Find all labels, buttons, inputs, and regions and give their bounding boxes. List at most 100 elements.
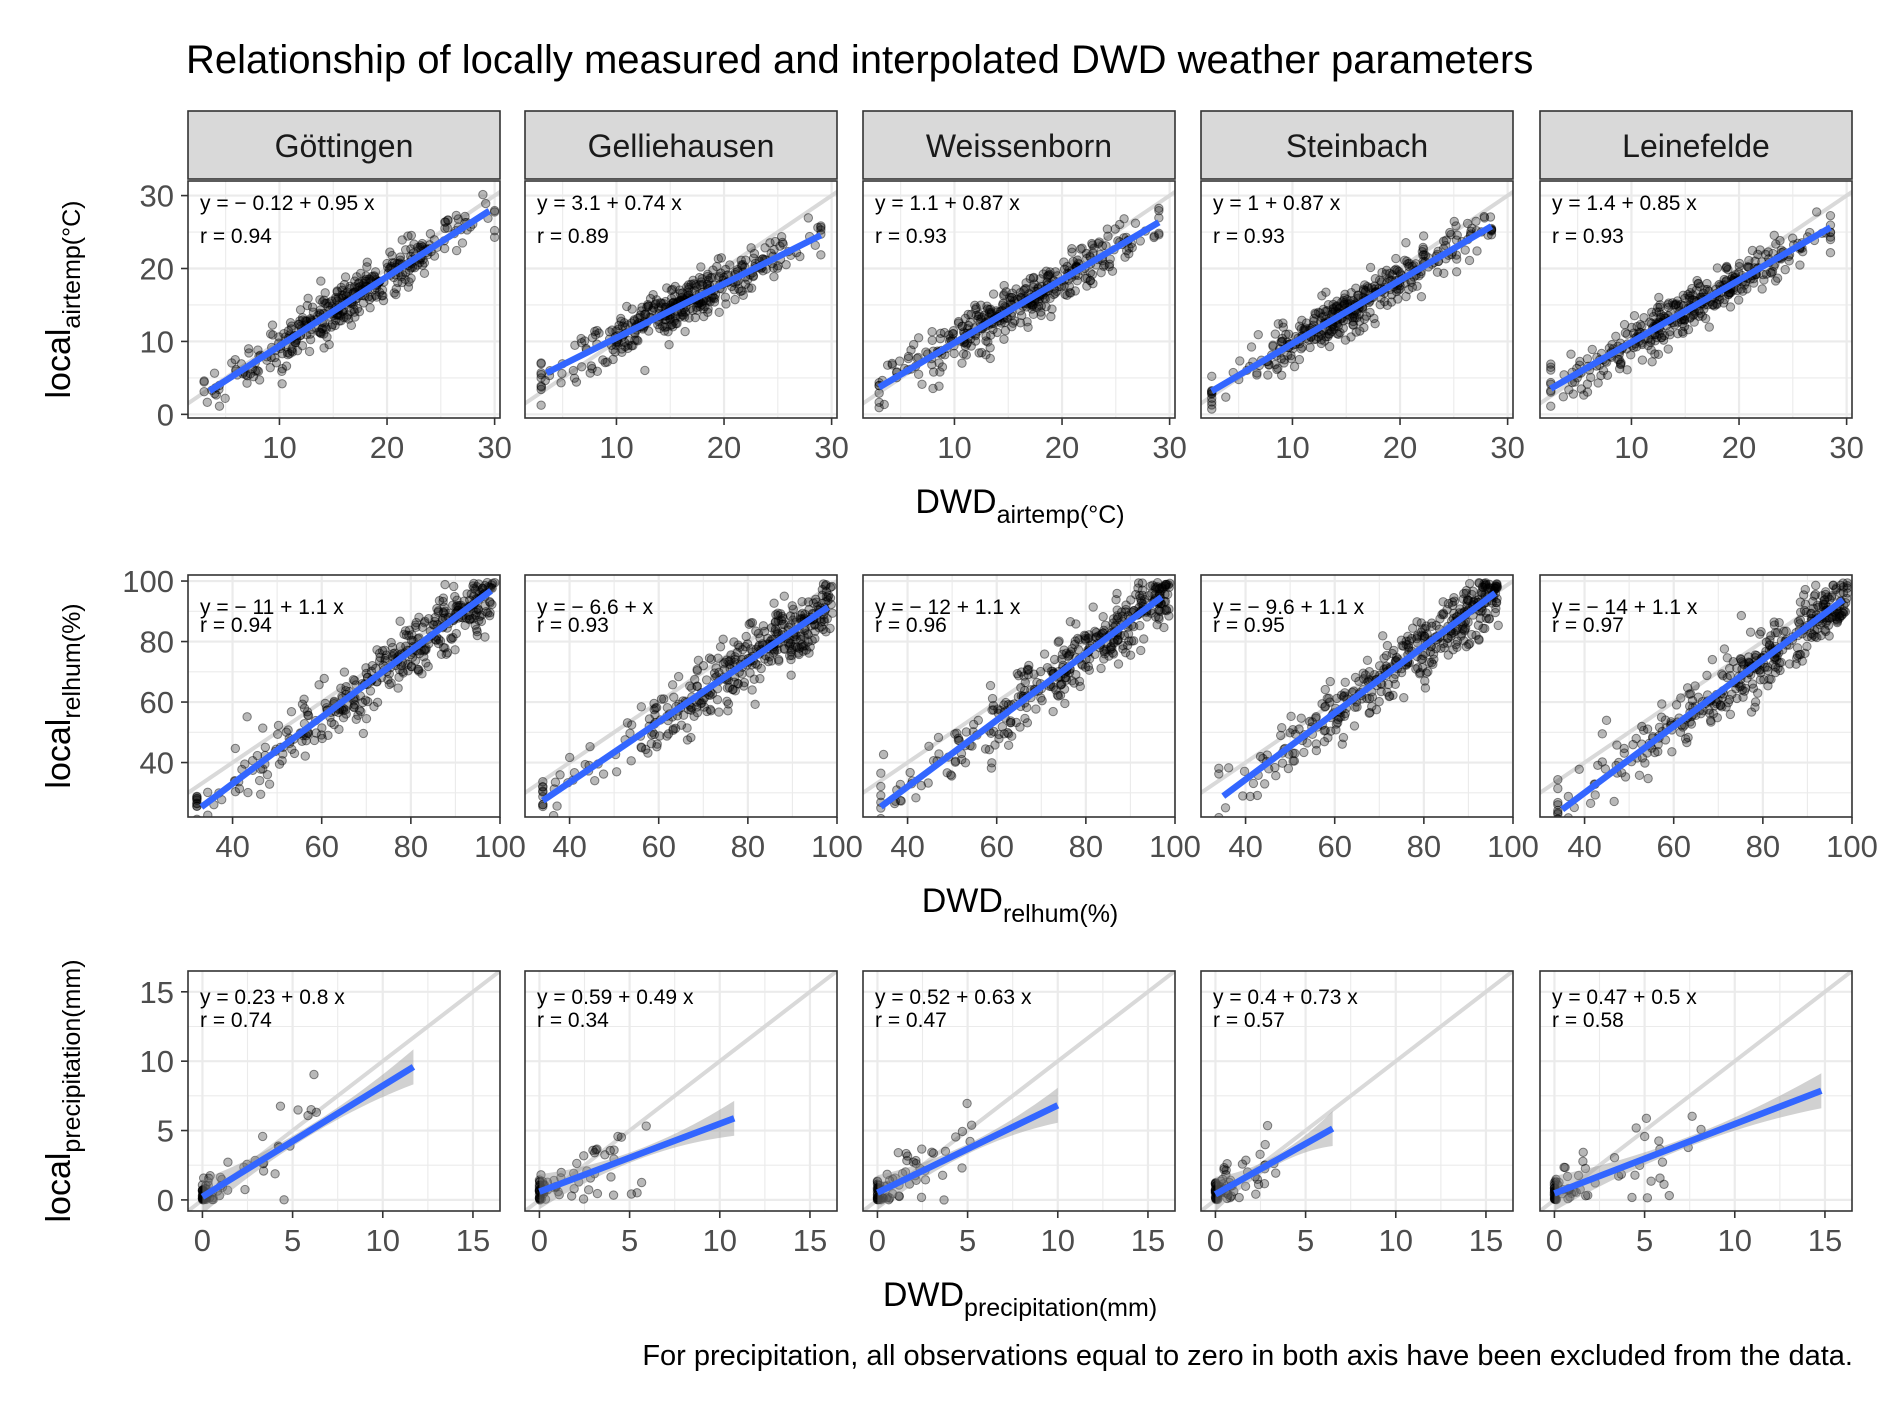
scatter-point — [1609, 1152, 1620, 1163]
scatter-point — [1619, 748, 1629, 758]
scatter-point — [362, 257, 372, 267]
scatter-point — [1273, 363, 1283, 373]
scatter-point — [643, 326, 654, 336]
scatter-point — [380, 645, 390, 656]
scatter-point — [1578, 1147, 1588, 1158]
scatter-point — [1099, 654, 1109, 664]
y-tick-label: 40 — [140, 746, 174, 781]
scatter-point — [714, 707, 724, 717]
scatter-point — [1080, 635, 1091, 645]
scatter-point — [821, 596, 831, 607]
scatter-point — [277, 366, 287, 377]
scatter-point — [804, 604, 814, 615]
x-tick-label: 30 — [814, 430, 848, 465]
scatter-point — [1611, 331, 1621, 342]
scatter-point — [702, 279, 712, 290]
scatter-point — [1401, 636, 1411, 646]
scatter-point — [1428, 659, 1438, 669]
scatter-point — [1054, 636, 1064, 646]
scatter-point — [439, 608, 449, 618]
scatter-point — [1029, 669, 1039, 679]
scatter-point — [1564, 385, 1574, 395]
scatter-point — [1396, 667, 1407, 678]
scatter-point — [692, 664, 702, 675]
scatter-point — [399, 629, 409, 639]
scatter-point — [1382, 640, 1393, 651]
scatter-point — [471, 624, 482, 635]
scatter-point — [953, 316, 964, 327]
scatter-point — [1136, 596, 1147, 606]
scatter-point — [1732, 693, 1742, 704]
scatter-point — [998, 298, 1008, 309]
scatter-point — [1825, 232, 1836, 242]
scatter-point — [1154, 605, 1165, 615]
scatter-points — [199, 189, 500, 411]
scatter-point — [303, 293, 313, 304]
scatter-point — [662, 283, 672, 293]
scatter-point — [999, 291, 1009, 301]
scatter-point — [1220, 803, 1231, 813]
panel-plot-area — [525, 189, 837, 410]
scatter-point — [713, 653, 723, 663]
scatter-point — [433, 638, 444, 649]
panel-plot-area — [863, 577, 1175, 842]
scatter-point — [1350, 702, 1360, 712]
scatter-point — [1033, 301, 1044, 312]
scatter-point — [641, 309, 651, 319]
scatter-point — [1398, 641, 1409, 651]
scatter-point — [417, 622, 428, 632]
scatter-point — [1416, 654, 1426, 665]
scatter-point — [1478, 623, 1488, 633]
scatter-point — [739, 677, 750, 688]
scatter-point — [324, 339, 334, 350]
scatter-point — [970, 336, 981, 346]
scatter-point — [446, 634, 457, 644]
scatter-point — [286, 346, 297, 356]
scatter-point — [1022, 702, 1032, 713]
scatter-point — [1311, 713, 1321, 723]
scatter-point — [1480, 582, 1490, 592]
scatter-point — [1326, 726, 1336, 736]
panel-grid — [1540, 575, 1852, 817]
x-tick-label: 0 — [1546, 1223, 1563, 1258]
scatter-point — [1639, 725, 1649, 736]
scatter-point — [397, 277, 407, 288]
scatter-point — [1688, 310, 1698, 321]
scatter-point — [1559, 1162, 1569, 1172]
scatter-point — [1692, 275, 1702, 286]
scatter-point — [636, 743, 647, 753]
scatter-point — [199, 377, 209, 387]
x-tick-label: 20 — [1045, 430, 1079, 465]
scatter-point — [1160, 581, 1170, 591]
scatter-point — [703, 307, 713, 317]
scatter-point — [877, 834, 885, 842]
scatter-point — [1404, 261, 1414, 272]
scatter-point — [268, 330, 278, 340]
scatter-point — [1451, 221, 1461, 231]
scatter-point — [1146, 608, 1156, 618]
scatter-point — [1648, 311, 1659, 322]
scatter-point — [460, 211, 470, 222]
x-tick-label: 5 — [1297, 1223, 1314, 1258]
scatter-point — [1053, 691, 1064, 701]
scatter-point — [720, 292, 731, 302]
scatter-point — [1151, 583, 1162, 593]
scatter-point — [311, 1107, 322, 1118]
scatter-point — [1465, 638, 1475, 649]
scatter-point — [1328, 303, 1339, 314]
scatter-point — [240, 759, 250, 769]
scatter-point — [1467, 223, 1477, 233]
scatter-point — [1282, 350, 1293, 360]
scatter-point — [772, 627, 782, 637]
scatter-point — [1251, 1189, 1261, 1199]
scatter-point — [356, 706, 366, 717]
scatter-point — [1406, 633, 1417, 644]
scatter-point — [908, 339, 919, 350]
scatter-point — [732, 647, 742, 658]
scatter-point — [626, 341, 637, 351]
scatter-point — [1263, 370, 1273, 380]
scatter-point — [1160, 589, 1170, 600]
scatter-point — [677, 310, 687, 320]
scatter-point — [1390, 265, 1400, 275]
scatter-point — [746, 618, 756, 628]
